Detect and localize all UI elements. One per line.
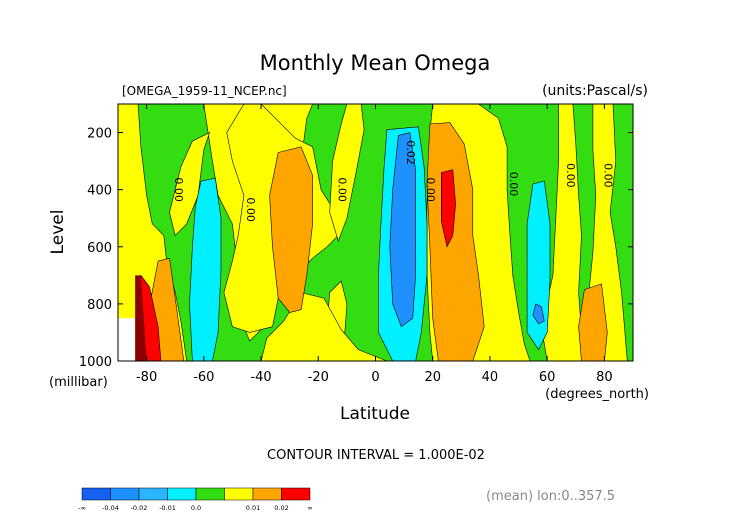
region-negative-a <box>189 177 222 361</box>
x-axis: -80 -60 -40 -20 0 20 40 60 80 <box>136 104 613 385</box>
legend-swatch <box>281 487 311 501</box>
y-tick-label: 400 <box>87 184 112 199</box>
legend-label: 0.01 <box>246 504 260 512</box>
region-moderate-d <box>578 283 608 361</box>
legend-swatch <box>252 487 282 501</box>
region-strong-negative-b <box>532 303 545 325</box>
contour-label: 0.02 <box>404 140 417 165</box>
below-ground-hatch <box>135 275 147 361</box>
legend-swatch <box>110 487 140 501</box>
y-tick-label: 1000 <box>79 355 112 370</box>
chart-title: Monthly Mean Omega <box>260 51 491 75</box>
legend-label: 0.0 <box>191 504 201 512</box>
x-axis-title: Latitude <box>340 404 410 424</box>
units-label: (units:Pascal/s) <box>542 83 648 99</box>
legend-swatch <box>224 487 254 501</box>
x-tick-label: 0 <box>371 370 379 385</box>
x-unit-label: (degrees_north) <box>545 387 649 402</box>
x-tick-label: -80 <box>136 370 157 385</box>
x-tick-label: -40 <box>250 370 271 385</box>
region-negative-c <box>526 180 551 351</box>
y-tick-label: 600 <box>87 241 112 256</box>
x-tick-label: 80 <box>596 370 613 385</box>
contour-label: 0.00 <box>424 177 437 202</box>
mean-info: (mean) lon:0..357.5 <box>486 489 615 504</box>
contour-field <box>118 104 633 361</box>
contour-label: 0.00 <box>601 163 614 188</box>
file-label: [OMEGA_1959-11_NCEP.nc] <box>122 84 287 98</box>
contour-interval: CONTOUR INTERVAL = 1.000E-02 <box>267 448 485 463</box>
legend-label: 0.02 <box>274 504 288 512</box>
x-tick-label: 60 <box>539 370 556 385</box>
color-legend: -∞ -0.04 -0.02 -0.01 0.0 0.01 0.02 ∞ <box>78 487 313 512</box>
contour-label: 0.00 <box>564 163 577 188</box>
legend-swatch <box>167 487 197 501</box>
below-ground-white <box>118 318 136 361</box>
legend-label: -0.01 <box>159 504 176 512</box>
x-tick-label: -60 <box>193 370 214 385</box>
below-ground-mask <box>118 275 147 361</box>
y-tick-label: 800 <box>87 298 112 313</box>
x-tick-label: 40 <box>482 370 499 385</box>
x-tick-label: 20 <box>424 370 441 385</box>
y-axis: 200 400 600 800 1000 <box>79 127 633 370</box>
y-unit-label: (millibar) <box>49 375 108 390</box>
contour-label: 0.00 <box>244 197 257 222</box>
region-strong-positive <box>441 169 456 248</box>
legend-end-label: ∞ <box>307 504 312 512</box>
y-axis-title: Level <box>48 210 68 255</box>
x-tick-label: -20 <box>308 370 329 385</box>
y-tick-label: 200 <box>87 127 112 142</box>
legend-label: -0.02 <box>131 504 148 512</box>
region-moderate-a <box>269 146 313 313</box>
contour-label: 0.00 <box>507 172 520 197</box>
region-positive-c <box>169 132 211 236</box>
region-strong-negative-a <box>389 132 416 328</box>
contour-label: 0.00 <box>335 177 348 202</box>
region-positive-e <box>329 104 365 243</box>
legend-swatch <box>138 487 168 501</box>
legend-swatch <box>81 487 111 501</box>
legend-label: -∞ <box>78 504 86 512</box>
contour-labels: 0.00 0.00 0.00 0.02 0.00 0.00 0.00 0.00 <box>172 140 614 222</box>
legend-label: -0.04 <box>102 504 119 512</box>
contour-label: 0.00 <box>172 177 185 202</box>
legend-swatch <box>195 487 225 501</box>
